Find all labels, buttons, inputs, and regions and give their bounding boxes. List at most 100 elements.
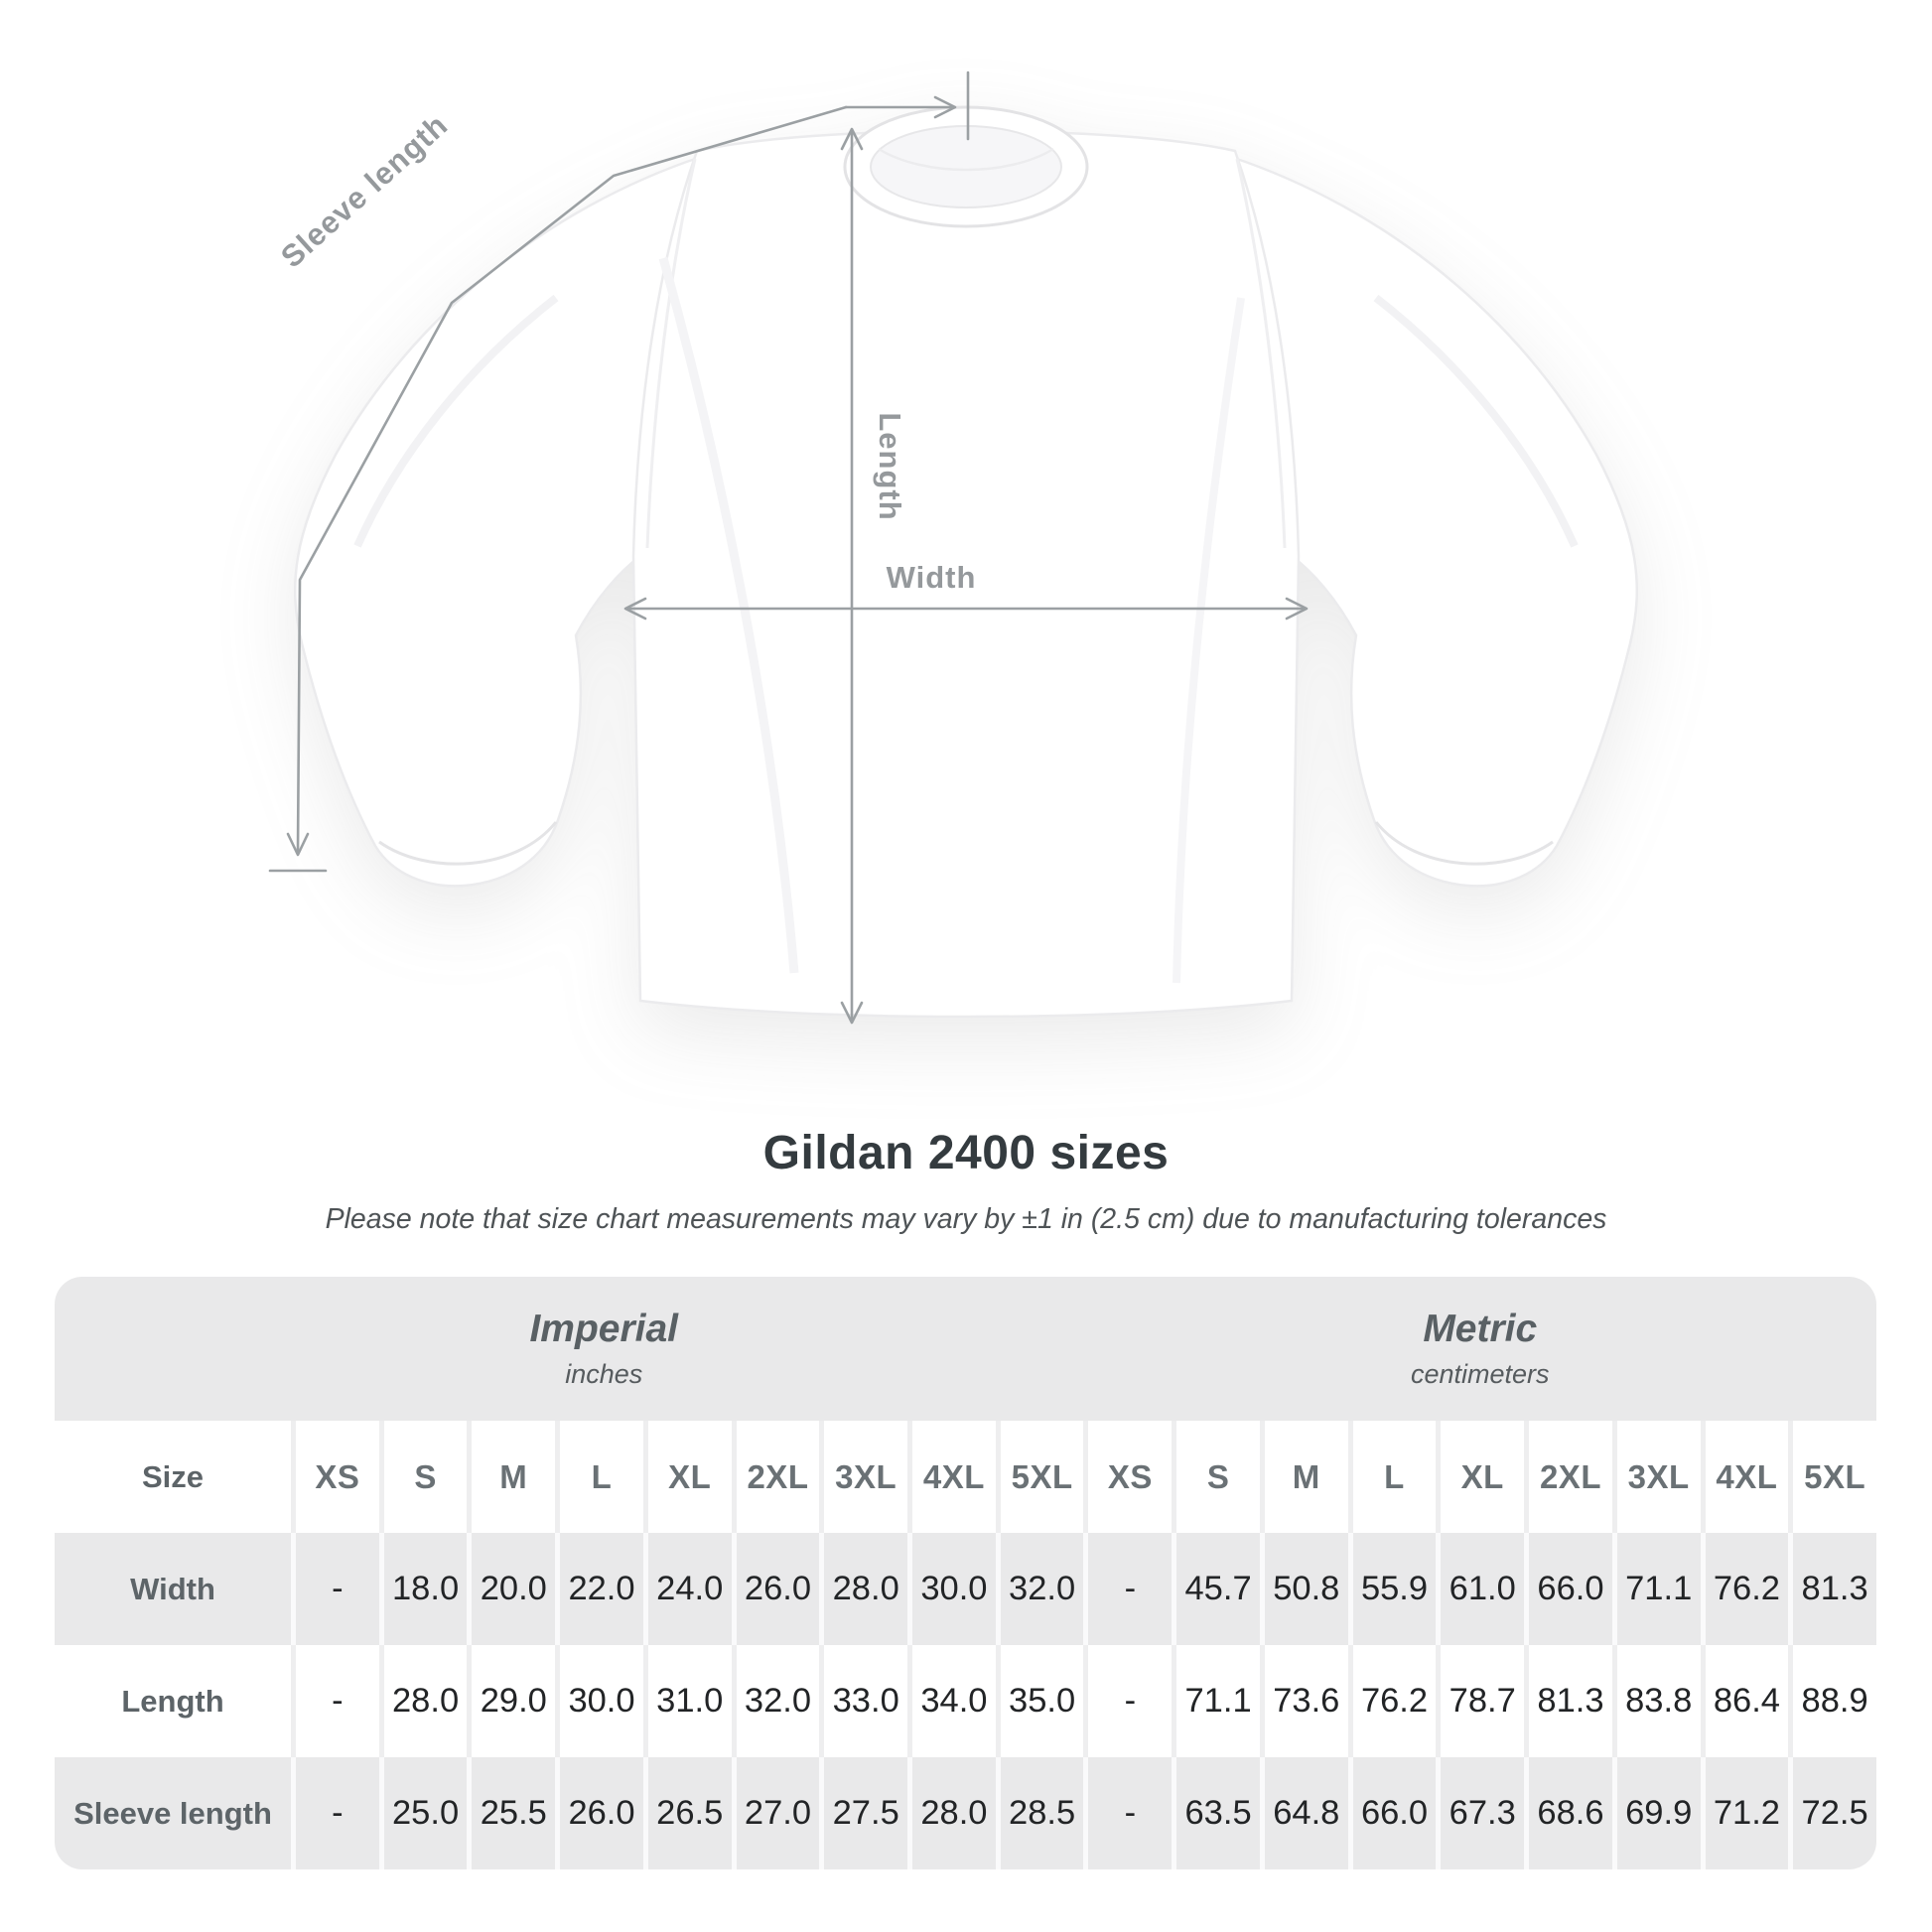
sleeve-length-metric-value-cell: - (1083, 1757, 1173, 1869)
width-imperial-value: 30.0 (920, 1570, 988, 1607)
width-arrow (623, 597, 1309, 621)
sleeve-length-imperial-value: 27.0 (744, 1794, 812, 1832)
imperial-size-xl: XL (668, 1457, 712, 1495)
sleeve-length-imperial-value-cell: 28.5 (995, 1757, 1084, 1869)
length-metric-value: 78.7 (1449, 1682, 1516, 1720)
sleeve-length-metric-value-cell: 64.8 (1259, 1757, 1348, 1869)
width-metric-value: 81.3 (1801, 1570, 1868, 1607)
width-metric-value: 71.1 (1625, 1570, 1693, 1607)
sleeve-length-imperial-value: - (332, 1794, 344, 1832)
width-imperial-value-cell: 18.0 (378, 1533, 468, 1645)
length-metric-value-cell: 86.4 (1700, 1645, 1789, 1757)
metric-size-5xl: 5XL (1804, 1457, 1866, 1495)
width-metric-value: 45.7 (1184, 1570, 1252, 1607)
length-imperial-value-cell: 28.0 (378, 1645, 468, 1757)
imperial-size-s-cell: S (378, 1421, 468, 1533)
sleeve-length-metric-value-cell: 71.2 (1700, 1757, 1789, 1869)
sleeve-length-metric-value: - (1124, 1794, 1137, 1832)
metric-group-header: Metric centimeters (1083, 1277, 1876, 1421)
imperial-size-xs-cell: XS (291, 1421, 379, 1533)
width-imperial-value-cell: - (291, 1533, 379, 1645)
width-imperial-value: 20.0 (480, 1570, 547, 1607)
length-metric-value-cell: 73.6 (1259, 1645, 1348, 1757)
length-metric-value: 76.2 (1360, 1682, 1429, 1720)
length-arrow (840, 127, 864, 1025)
imperial-size-l: L (591, 1457, 613, 1495)
width-imperial-value: - (332, 1570, 344, 1607)
metric-size-2xl-cell: 2XL (1524, 1421, 1612, 1533)
length-imperial-value-cell: 34.0 (907, 1645, 996, 1757)
length-metric-value: 88.9 (1801, 1682, 1868, 1720)
width-metric-value-cell: 61.0 (1436, 1533, 1525, 1645)
sleeve-length-metric-value: 63.5 (1184, 1794, 1252, 1832)
length-imperial-value: 31.0 (656, 1682, 724, 1720)
size-header-row: Size XS S M L XL 2XL 3XL 4XL 5XL XS S M L XL 2XL 3XL 4XL 5… (55, 1421, 1876, 1533)
sleeve-length-metric-value: 71.2 (1713, 1794, 1780, 1832)
sleeve-length-imperial-value: 26.0 (568, 1794, 635, 1832)
sleeve-length-imperial-value-cell: 27.5 (819, 1757, 908, 1869)
unit-group-header-row: Imperial inches Metric centimeters (55, 1277, 1876, 1421)
length-metric-value-cell: - (1083, 1645, 1173, 1757)
width-metric-value-cell: 45.7 (1172, 1533, 1260, 1645)
imperial-size-m: M (499, 1457, 528, 1495)
metric-size-s-cell: S (1172, 1421, 1260, 1533)
sleeve-length-imperial-value-cell: 26.0 (555, 1757, 643, 1869)
length-imperial-value: 35.0 (1009, 1682, 1076, 1720)
size-table-rows: Size XS S M L XL 2XL 3XL 4XL 5XL XS S M L XL 2XL 3XL 4XL 5… (55, 1421, 1876, 1869)
width-imperial-value-cell: 26.0 (731, 1533, 820, 1645)
length-metric-value: 73.6 (1273, 1682, 1340, 1720)
size-column-label: Size (141, 1458, 205, 1494)
width-imperial-value-cell: 24.0 (642, 1533, 732, 1645)
size-column-label-cell: Size (55, 1421, 291, 1533)
length-metric-value: 71.1 (1184, 1682, 1252, 1720)
page-title: Gildan 2400 sizes (762, 1127, 1170, 1179)
collar-top-arrow (844, 70, 970, 141)
sleeve-length-imperial-value-cell: 28.0 (907, 1757, 996, 1869)
length-metric-value-cell: 83.8 (1611, 1645, 1701, 1757)
metric-size-5xl-cell: 5XL (1788, 1421, 1876, 1533)
width-metric-value: - (1124, 1570, 1137, 1607)
width-imperial-value-cell: 28.0 (819, 1533, 908, 1645)
metric-size-m: M (1292, 1457, 1320, 1495)
length-imperial-value: 34.0 (920, 1682, 988, 1720)
sleeve-length-metric-value-cell: 63.5 (1172, 1757, 1260, 1869)
length-row: Length - 28.0 29.0 30.0 31.0 32.0 33.0 34.0 35.0 -… (55, 1645, 1876, 1757)
metric-size-xs-cell: XS (1083, 1421, 1173, 1533)
tolerance-note: Please note that size chart measurements… (325, 1203, 1607, 1235)
metric-size-xl-cell: XL (1436, 1421, 1525, 1533)
length-metric-value: 83.8 (1625, 1682, 1693, 1720)
sleeve-length-metric-value-cell: 68.6 (1524, 1757, 1612, 1869)
sleeve-length-row: Sleeve length - 25.0 25.5 26.0 26.5 27.0 27.5 28… (55, 1757, 1876, 1869)
sleeve-length-label: Sleeve length (274, 107, 455, 274)
sleeve-length-imperial-value: 25.0 (392, 1794, 460, 1832)
width-imperial-value: 18.0 (392, 1570, 460, 1607)
sleeve-length-imperial-value-cell: 26.5 (642, 1757, 732, 1869)
metric-size-m-cell: M (1259, 1421, 1348, 1533)
length-imperial-value-cell: 29.0 (467, 1645, 556, 1757)
sleeve-length-metric-value: 64.8 (1273, 1794, 1340, 1832)
length-row-label-cell: Length (55, 1645, 291, 1757)
width-imperial-value: 22.0 (568, 1570, 635, 1607)
imperial-size-3xl-cell: 3XL (819, 1421, 908, 1533)
width-row-label-cell: Width (55, 1533, 291, 1645)
length-metric-value-cell: 78.7 (1436, 1645, 1525, 1757)
width-metric-value-cell: 55.9 (1347, 1533, 1437, 1645)
sleeve-length-row-label: Sleeve length (73, 1795, 272, 1831)
length-imperial-value: 29.0 (480, 1682, 547, 1720)
width-metric-value: 61.0 (1449, 1570, 1516, 1607)
width-metric-value-cell: 76.2 (1700, 1533, 1789, 1645)
length-imperial-value: 28.0 (392, 1682, 460, 1720)
sleeve-length-imperial-value: 27.5 (832, 1794, 899, 1832)
shirt-measurement-diagram: Sleeve length Length Width (268, 70, 1638, 1025)
length-imperial-value-cell: 32.0 (731, 1645, 820, 1757)
sleeve-length-metric-value: 68.6 (1537, 1794, 1604, 1832)
width-imperial-value-cell: 20.0 (467, 1533, 556, 1645)
sleeve-length-row-label-cell: Sleeve length (55, 1757, 291, 1869)
metric-group-title: Metric (1423, 1308, 1538, 1350)
width-metric-value: 76.2 (1713, 1570, 1780, 1607)
length-imperial-value-cell: 35.0 (995, 1645, 1084, 1757)
length-imperial-value: 30.0 (568, 1682, 635, 1720)
imperial-size-s: S (414, 1457, 437, 1495)
sleeve-length-metric-value-cell: 67.3 (1436, 1757, 1525, 1869)
